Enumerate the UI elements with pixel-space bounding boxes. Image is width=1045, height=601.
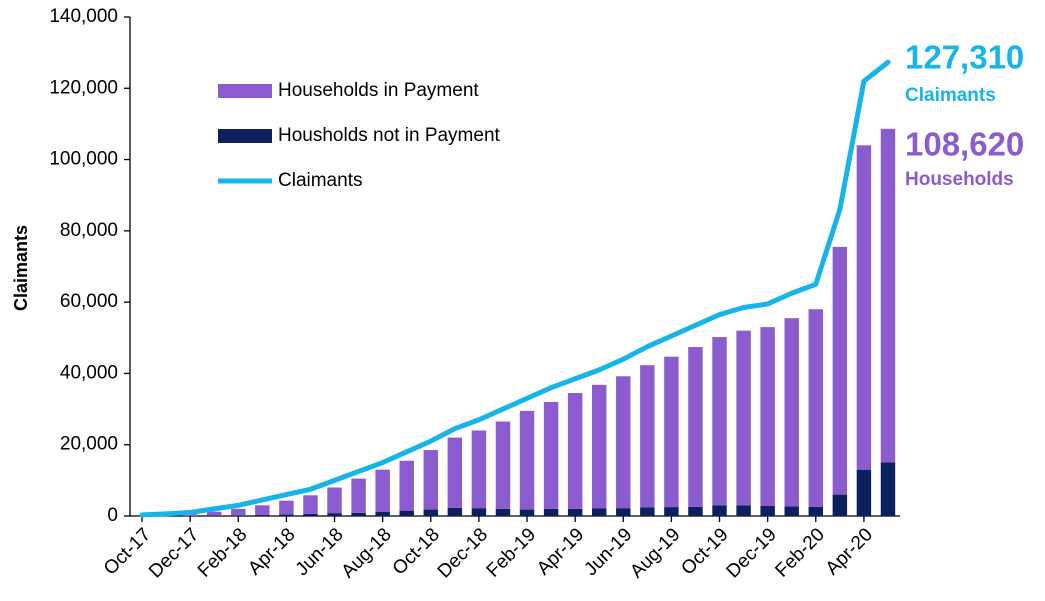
bar — [351, 478, 366, 513]
x-tick-label: Apr-20 — [822, 524, 877, 579]
x-tick-label: Apr-18 — [244, 524, 299, 579]
bar — [423, 450, 438, 510]
bar — [688, 347, 703, 507]
x-tick-label: Aug-19 — [626, 524, 684, 582]
legend-label: Claimants — [278, 170, 362, 191]
legend-swatch — [218, 84, 272, 98]
bar — [688, 506, 703, 516]
bar — [255, 514, 270, 516]
y-axis-label: Claimants — [11, 225, 31, 311]
x-tick-label: Jun-19 — [580, 524, 636, 580]
bar — [207, 511, 222, 516]
legend-label: Housholds not in Payment — [278, 125, 501, 146]
bar — [447, 507, 463, 516]
y-tick-label: 20,000 — [60, 434, 118, 455]
x-tick-label: Dec-18 — [434, 524, 492, 582]
bar — [616, 376, 631, 509]
bar — [736, 330, 751, 506]
bar — [543, 401, 559, 509]
bar — [856, 469, 872, 516]
bar — [640, 365, 655, 508]
x-tick-label: Feb-19 — [483, 524, 540, 581]
bar — [712, 337, 727, 506]
legend-label: Households in Payment — [278, 80, 479, 101]
bar — [182, 514, 198, 516]
x-tick-label: Oct-18 — [389, 524, 444, 579]
x-tick-label: Jun-18 — [292, 524, 348, 580]
bar — [712, 505, 727, 516]
bar — [279, 514, 294, 516]
bar — [231, 515, 246, 516]
x-tick-label: Dec-19 — [723, 524, 781, 582]
annotation: Households — [905, 169, 1014, 190]
annotation: Claimants — [905, 85, 996, 106]
y-tick-label: 60,000 — [60, 291, 118, 312]
bar — [303, 495, 318, 514]
bar — [279, 500, 294, 515]
bar — [832, 494, 848, 516]
bar — [303, 513, 318, 516]
bar — [351, 512, 366, 516]
bar — [327, 513, 342, 516]
x-tick-label: Apr-19 — [533, 524, 588, 579]
bar — [640, 507, 655, 516]
annotation: 127,310 — [905, 39, 1024, 76]
bar — [255, 505, 270, 515]
y-tick-label: 40,000 — [60, 362, 118, 383]
bar — [471, 508, 487, 516]
bar — [760, 506, 775, 516]
legend-swatch — [218, 129, 272, 143]
bar — [784, 318, 799, 507]
y-tick-label: 140,000 — [49, 6, 118, 27]
y-tick-label: 120,000 — [49, 77, 118, 98]
bar — [592, 508, 607, 516]
bar — [808, 506, 823, 516]
bar — [543, 508, 559, 516]
bar — [856, 145, 872, 470]
bar — [832, 246, 848, 495]
bar — [880, 462, 896, 516]
y-tick-label: 0 — [107, 505, 118, 526]
bar — [784, 506, 799, 516]
bar — [375, 469, 390, 512]
x-tick-label: Oct-19 — [677, 524, 732, 579]
annotation: 108,620 — [905, 126, 1024, 163]
bar — [808, 309, 823, 507]
bar — [592, 384, 607, 509]
bar — [567, 393, 583, 509]
bar — [423, 509, 438, 516]
y-tick-label: 80,000 — [60, 220, 118, 241]
bar — [616, 508, 631, 516]
bar — [664, 507, 679, 516]
y-tick-label: 100,000 — [49, 149, 118, 170]
bar — [495, 508, 511, 516]
bar — [567, 508, 583, 516]
bar — [736, 505, 751, 516]
bar — [519, 410, 535, 510]
x-tick-label: Feb-20 — [771, 524, 828, 581]
x-tick-label: Dec-17 — [145, 524, 203, 582]
bar — [327, 487, 342, 514]
bar — [231, 508, 246, 516]
bar — [375, 511, 390, 516]
bar — [399, 460, 414, 511]
x-tick-label: Aug-18 — [338, 524, 396, 582]
bar — [471, 430, 487, 509]
bar — [495, 421, 511, 509]
bar — [760, 327, 775, 507]
bar — [399, 510, 414, 516]
line — [139, 59, 891, 518]
bar — [519, 509, 535, 516]
bar — [664, 356, 679, 508]
x-tick-label: Feb-18 — [194, 524, 251, 581]
bar — [447, 437, 463, 508]
bar — [880, 128, 896, 463]
x-tick-label: Oct-17 — [100, 524, 155, 579]
